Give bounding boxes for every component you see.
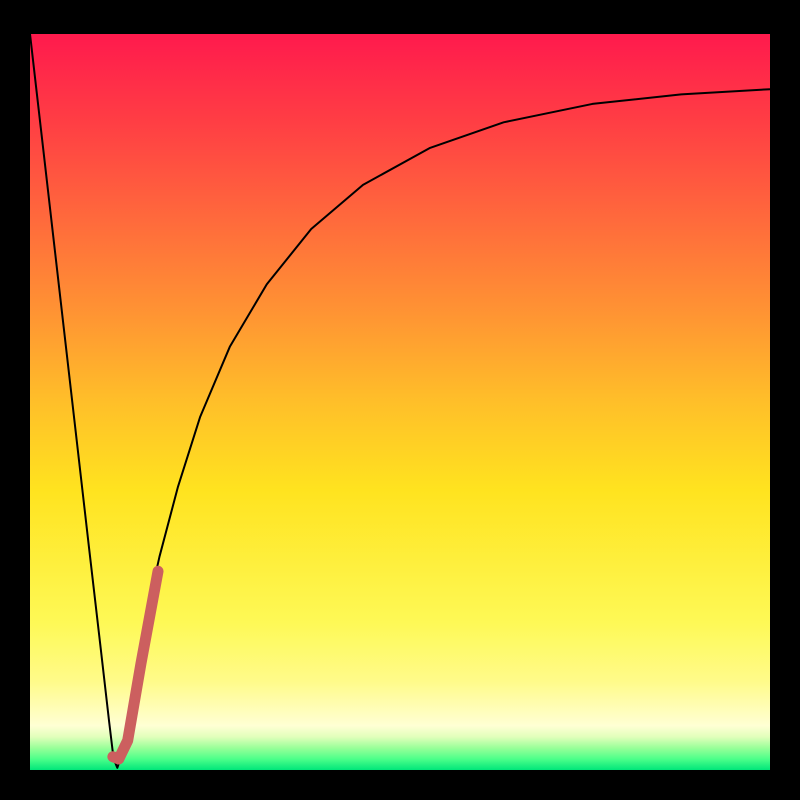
j-tick-mark [30,34,770,770]
frame-top [0,0,800,34]
frame-left [0,0,30,800]
frame-right [770,0,800,800]
chart-canvas: TheBottleneck.com [0,0,800,800]
plot-area [30,34,770,770]
frame-bottom [0,770,800,800]
